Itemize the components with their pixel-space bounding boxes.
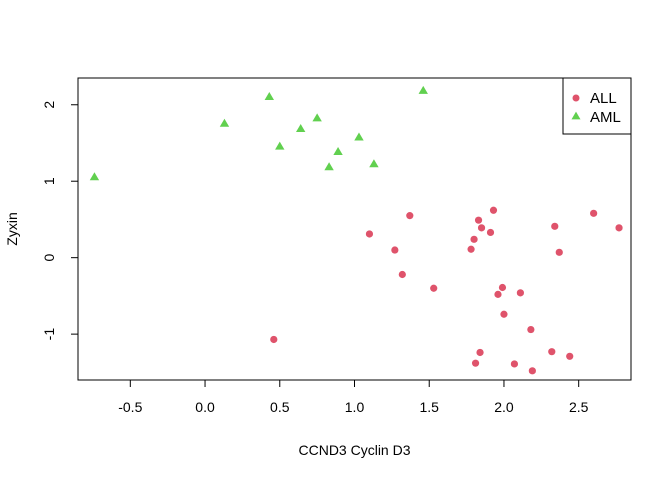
data-point-aml <box>219 118 230 127</box>
data-point-all <box>494 290 502 298</box>
data-point-all <box>391 246 399 254</box>
data-point-all <box>474 216 483 224</box>
x-tick-label: -0.5 <box>118 399 142 415</box>
data-point-aml <box>333 146 343 155</box>
x-tick-label: 2.5 <box>569 399 589 415</box>
data-point-all <box>270 335 278 344</box>
y-tick-label: 2 <box>41 101 57 109</box>
x-tick-label: 0.0 <box>195 399 215 415</box>
x-tick-label: 1.5 <box>419 399 439 415</box>
legend-label-aml: AML <box>590 109 621 126</box>
data-point-all <box>406 212 414 220</box>
data-point-all <box>555 248 563 256</box>
data-point-all <box>590 209 598 217</box>
data-point-all <box>476 348 484 357</box>
plot-area-frame <box>77 77 632 381</box>
y-tick-label: -1 <box>41 328 57 341</box>
data-point-all <box>477 224 486 232</box>
data-point-all <box>430 284 438 292</box>
data-point-all <box>489 206 498 214</box>
data-points <box>89 85 623 375</box>
data-point-all <box>527 325 535 334</box>
legend: ALL AML <box>562 77 632 135</box>
data-point-aml <box>312 113 322 122</box>
y-axis-label: Zyxin <box>4 212 20 245</box>
series-all <box>270 206 623 375</box>
data-point-aml <box>275 141 285 150</box>
data-point-aml <box>295 124 306 133</box>
x-tick-label: 0.5 <box>270 399 290 415</box>
data-point-all <box>551 222 559 230</box>
data-point-all <box>365 230 374 238</box>
data-point-aml <box>354 132 364 141</box>
data-point-all <box>510 360 519 368</box>
y-tick-label: 1 <box>41 177 57 185</box>
data-point-aml <box>89 172 100 181</box>
data-point-all <box>566 352 574 360</box>
data-point-all <box>467 245 475 253</box>
series-aml <box>89 85 428 181</box>
y-axis: -1 0 1 2 <box>41 101 79 341</box>
x-tick-label: 2.0 <box>494 399 514 415</box>
data-point-aml <box>324 162 334 171</box>
data-point-all <box>516 289 525 297</box>
data-point-all <box>528 367 536 375</box>
legend-marker-aml <box>571 111 581 120</box>
data-point-all <box>470 235 478 243</box>
x-tick-label: 1.0 <box>345 399 365 415</box>
x-axis: -0.5 0.0 0.5 1.0 1.5 2.0 2.5 <box>118 379 589 415</box>
x-axis-label: CCND3 Cyclin D3 <box>298 442 410 458</box>
data-point-all <box>548 348 556 356</box>
data-point-aml <box>369 159 379 168</box>
y-tick-label: 0 <box>41 254 57 262</box>
legend-label-all: ALL <box>590 90 617 107</box>
data-point-all <box>471 359 480 367</box>
data-point-all <box>398 270 406 279</box>
data-point-all <box>500 310 508 318</box>
data-point-aml <box>264 91 275 100</box>
data-point-aml <box>418 85 428 94</box>
data-point-all <box>615 224 623 232</box>
data-point-all <box>498 283 507 292</box>
data-point-all <box>486 228 495 237</box>
legend-box <box>562 77 632 135</box>
legend-marker-all <box>572 94 580 102</box>
